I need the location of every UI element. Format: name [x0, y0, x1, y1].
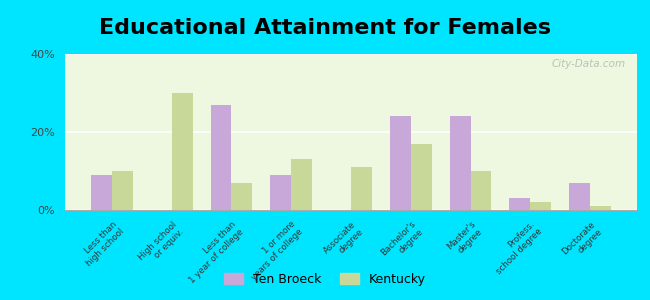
Bar [471, 171, 491, 210]
Text: City-Data.com: City-Data.com [551, 59, 625, 69]
Text: Educational Attainment for Females: Educational Attainment for Females [99, 18, 551, 38]
Bar [211, 105, 231, 210]
Bar [411, 144, 432, 210]
Bar [569, 183, 590, 210]
Bar [291, 159, 312, 210]
Legend: Ten Broeck, Kentucky: Ten Broeck, Kentucky [219, 268, 431, 291]
Bar [390, 116, 411, 210]
Bar [112, 171, 133, 210]
Bar [231, 183, 252, 210]
Bar [530, 202, 551, 210]
Bar [172, 93, 192, 210]
Bar [450, 116, 471, 210]
Bar [590, 206, 611, 210]
Bar [91, 175, 112, 210]
Bar [510, 198, 530, 210]
Bar [270, 175, 291, 210]
Bar [351, 167, 372, 210]
